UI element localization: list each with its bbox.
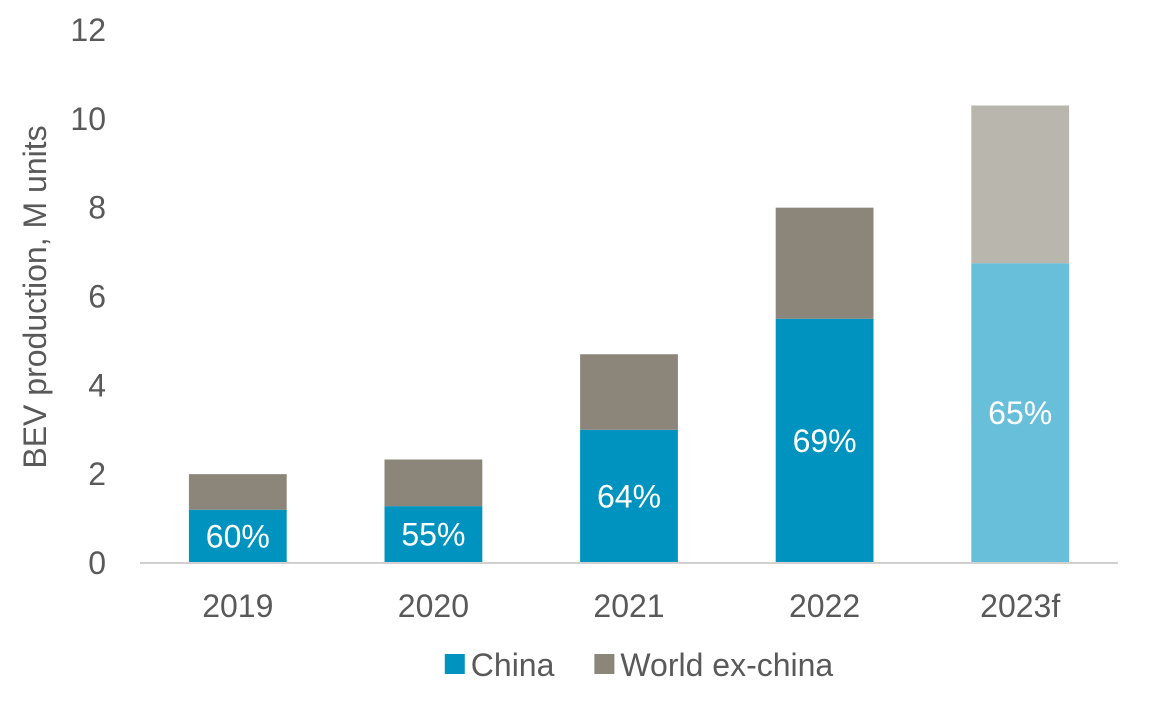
y-tick-label: 2 bbox=[88, 456, 106, 492]
bar-segment-china bbox=[775, 318, 874, 563]
legend-label: World ex-china bbox=[620, 647, 833, 683]
legend-swatch-china bbox=[444, 654, 465, 674]
bar-data-label: 55% bbox=[401, 517, 465, 553]
bar-segment-world-ex-china bbox=[775, 207, 874, 319]
bar-segment-china bbox=[384, 506, 483, 563]
y-tick-label: 0 bbox=[88, 545, 106, 581]
y-tick-label: 10 bbox=[70, 101, 106, 137]
y-axis-ticks: 0 2 4 6 8 10 12 bbox=[70, 12, 106, 581]
legend-swatch-world-ex-china bbox=[594, 654, 615, 674]
y-tick-label: 4 bbox=[88, 367, 106, 403]
x-tick-label: 2023f bbox=[980, 588, 1060, 624]
bar-data-label: 64% bbox=[597, 478, 661, 514]
bar-segment-china bbox=[188, 509, 287, 563]
x-axis-ticks: 2019 2020 2021 2022 2023f bbox=[202, 588, 1060, 624]
bar-segment-world-ex-china bbox=[384, 459, 483, 507]
bar-segment-china bbox=[580, 429, 678, 563]
y-tick-label: 6 bbox=[88, 279, 106, 315]
y-tick-label: 8 bbox=[88, 190, 106, 226]
bar-data-label: 69% bbox=[793, 423, 857, 459]
bar-data-label: 65% bbox=[988, 395, 1052, 431]
legend-label: China bbox=[471, 647, 555, 683]
bar-data-label: 60% bbox=[206, 518, 270, 554]
bar-segment-world-ex-china bbox=[188, 474, 287, 510]
x-tick-label: 2019 bbox=[202, 588, 273, 624]
legend: China World ex-china bbox=[444, 647, 833, 683]
y-tick-label: 12 bbox=[70, 12, 106, 48]
x-tick-label: 2022 bbox=[789, 588, 860, 624]
bars: 60% 55% 64% 69% 65% bbox=[188, 105, 1070, 563]
x-tick-label: 2021 bbox=[593, 588, 664, 624]
bar-segment-world-ex-china bbox=[971, 105, 1070, 264]
bar-segment-world-ex-china bbox=[580, 354, 678, 430]
x-tick-label: 2020 bbox=[398, 588, 469, 624]
bar-segment-china bbox=[971, 263, 1070, 563]
y-axis-title: BEV production, M units bbox=[17, 125, 53, 468]
